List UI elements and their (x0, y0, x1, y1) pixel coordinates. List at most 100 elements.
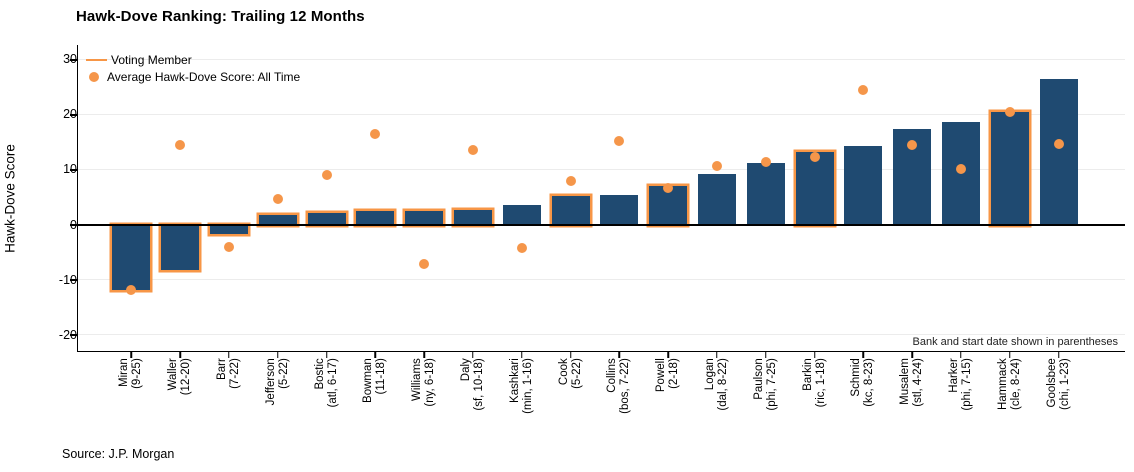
x-tick (277, 352, 279, 358)
x-label-hammack: Hammack (cle, 8-24) (996, 358, 1022, 410)
all-time-dot-bowman (370, 129, 381, 140)
x-label-williams: Williams (ny, 6-18) (410, 358, 437, 407)
column-cook (546, 45, 595, 352)
all-time-dot-williams (419, 258, 430, 269)
bar-kashkari (502, 205, 541, 225)
x-tick (130, 352, 133, 358)
x-label-collins: Collins (bos, 7-22) (606, 358, 632, 414)
x-label-column-kashkari: Kashkari (min, 1-16) (497, 352, 546, 448)
bar-schmid (844, 146, 883, 225)
column-harker (937, 45, 986, 352)
x-tick (960, 352, 962, 358)
column-bowman (351, 45, 400, 352)
y-tick-label-0: 0 (70, 217, 77, 232)
column-williams (400, 45, 449, 352)
column-schmid (839, 45, 888, 352)
all-time-dot-bostic (321, 169, 332, 180)
all-time-dot-miran (126, 284, 137, 295)
all-time-dot-waller (175, 140, 186, 151)
x-axis-labels: Miran (9-25) Waller (12-20) Barr (7-22) Jeffer… (107, 352, 1083, 448)
gridline--20 (78, 334, 1125, 336)
bar-paulson (746, 162, 785, 225)
x-tick (862, 352, 865, 358)
chart-title: Hawk-Dove Ranking: Trailing 12 Months (76, 8, 365, 25)
x-tick (667, 352, 669, 358)
all-time-dot-schmid (858, 85, 869, 96)
x-label-waller: Waller (12-20) (166, 358, 193, 396)
x-label-column-waller: Waller (12-20) (156, 352, 205, 448)
all-time-dot-cook (565, 175, 576, 186)
x-tick (472, 352, 474, 358)
column-hammack (985, 45, 1034, 352)
x-label-schmid: Schmid (kc, 8-23) (850, 358, 876, 407)
column-barkin (790, 45, 839, 352)
x-label-column-miran: Miran (9-25) (107, 352, 156, 448)
bar-logan (697, 174, 736, 225)
column-jefferson (253, 45, 302, 352)
bar-goolsbee (1039, 78, 1078, 225)
x-tick (1008, 352, 1011, 358)
x-label-column-bowman: Bowman (11-18) (351, 352, 400, 448)
legend-item-average: Average Hawk-Dove Score: All Time (86, 70, 300, 84)
x-tick (228, 352, 230, 358)
x-label-column-jefferson: Jefferson (5-22) (253, 352, 302, 448)
all-time-dot-collins (614, 136, 625, 147)
column-collins (595, 45, 644, 352)
column-logan (693, 45, 742, 352)
x-label-goolsbee: Goolsbee (chi, 1-23) (1045, 358, 1071, 410)
gridline-20 (78, 114, 1125, 116)
zero-line (78, 224, 1125, 226)
x-label-column-musalem: Musalem (stl, 4-24) (888, 352, 937, 448)
legend-item-voting: Voting Member (86, 53, 300, 67)
y-tick-label--20: -20 (58, 327, 77, 342)
gridline-10 (78, 169, 1125, 171)
x-label-column-bostic: Bostic (atl, 6-17) (302, 352, 351, 448)
x-label-column-goolsbee: Goolsbee (chi, 1-23) (1034, 352, 1083, 448)
x-label-column-powell: Powell (2-18) (644, 352, 693, 448)
column-miran (107, 45, 156, 352)
x-label-column-barkin: Barkin (ric, 1-18) (790, 352, 839, 448)
x-label-jefferson: Jefferson (5-22) (264, 358, 290, 406)
x-label-bostic: Bostic (atl, 6-17) (313, 358, 339, 408)
all-time-dot-musalem (907, 140, 918, 151)
all-time-dot-goolsbee (1053, 139, 1064, 150)
plot-area: Voting Member Average Hawk-Dove Score: A… (70, 45, 1125, 352)
bar-barkin (795, 152, 834, 225)
all-time-dot-kashkari (516, 243, 527, 254)
all-time-dot-barr (223, 242, 234, 253)
column-powell (644, 45, 693, 352)
x-label-bowman: Bowman (11-18) (362, 358, 388, 403)
x-label-musalem: Musalem (stl, 4-24) (898, 358, 925, 407)
x-label-column-barr: Barr (7-22) (205, 352, 254, 448)
x-tick (813, 352, 816, 358)
all-time-dot-logan (711, 160, 722, 171)
annotation-note: Bank and start date shown in parentheses (912, 336, 1118, 348)
x-label-cook: Cook (5-22) (557, 358, 583, 389)
x-label-paulson: Paulson (phi, 7-25) (752, 358, 778, 411)
bar-miran (112, 225, 151, 290)
y-tick-label-20: 20 (63, 107, 77, 122)
x-tick (618, 352, 621, 358)
bar-bostic (307, 212, 346, 225)
all-time-dot-daly (467, 145, 478, 156)
all-time-dot-barkin (809, 151, 820, 162)
column-barr (205, 45, 254, 352)
all-time-dot-powell (663, 183, 674, 193)
all-time-dot-harker (955, 164, 966, 175)
x-label-daly: Daly (sf, 10-18) (459, 358, 485, 411)
average-score-dot-icon (89, 72, 99, 82)
y-tick-20 (70, 114, 78, 116)
x-label-column-daly: Daly (sf, 10-18) (449, 352, 498, 448)
x-label-column-williams: Williams (ny, 6-18) (400, 352, 449, 448)
column-waller (156, 45, 205, 352)
x-label-logan: Logan (dal, 8-22) (703, 358, 729, 411)
x-tick (716, 352, 718, 358)
x-tick (374, 352, 377, 358)
x-tick (179, 352, 181, 358)
x-label-powell: Powell (2-18) (654, 358, 681, 393)
column-paulson (741, 45, 790, 352)
x-label-column-paulson: Paulson (phi, 7-25) (741, 352, 790, 448)
all-time-dot-hammack (1004, 107, 1015, 118)
x-label-miran: Miran (9-25) (118, 358, 144, 389)
gridline-30 (78, 59, 1125, 61)
